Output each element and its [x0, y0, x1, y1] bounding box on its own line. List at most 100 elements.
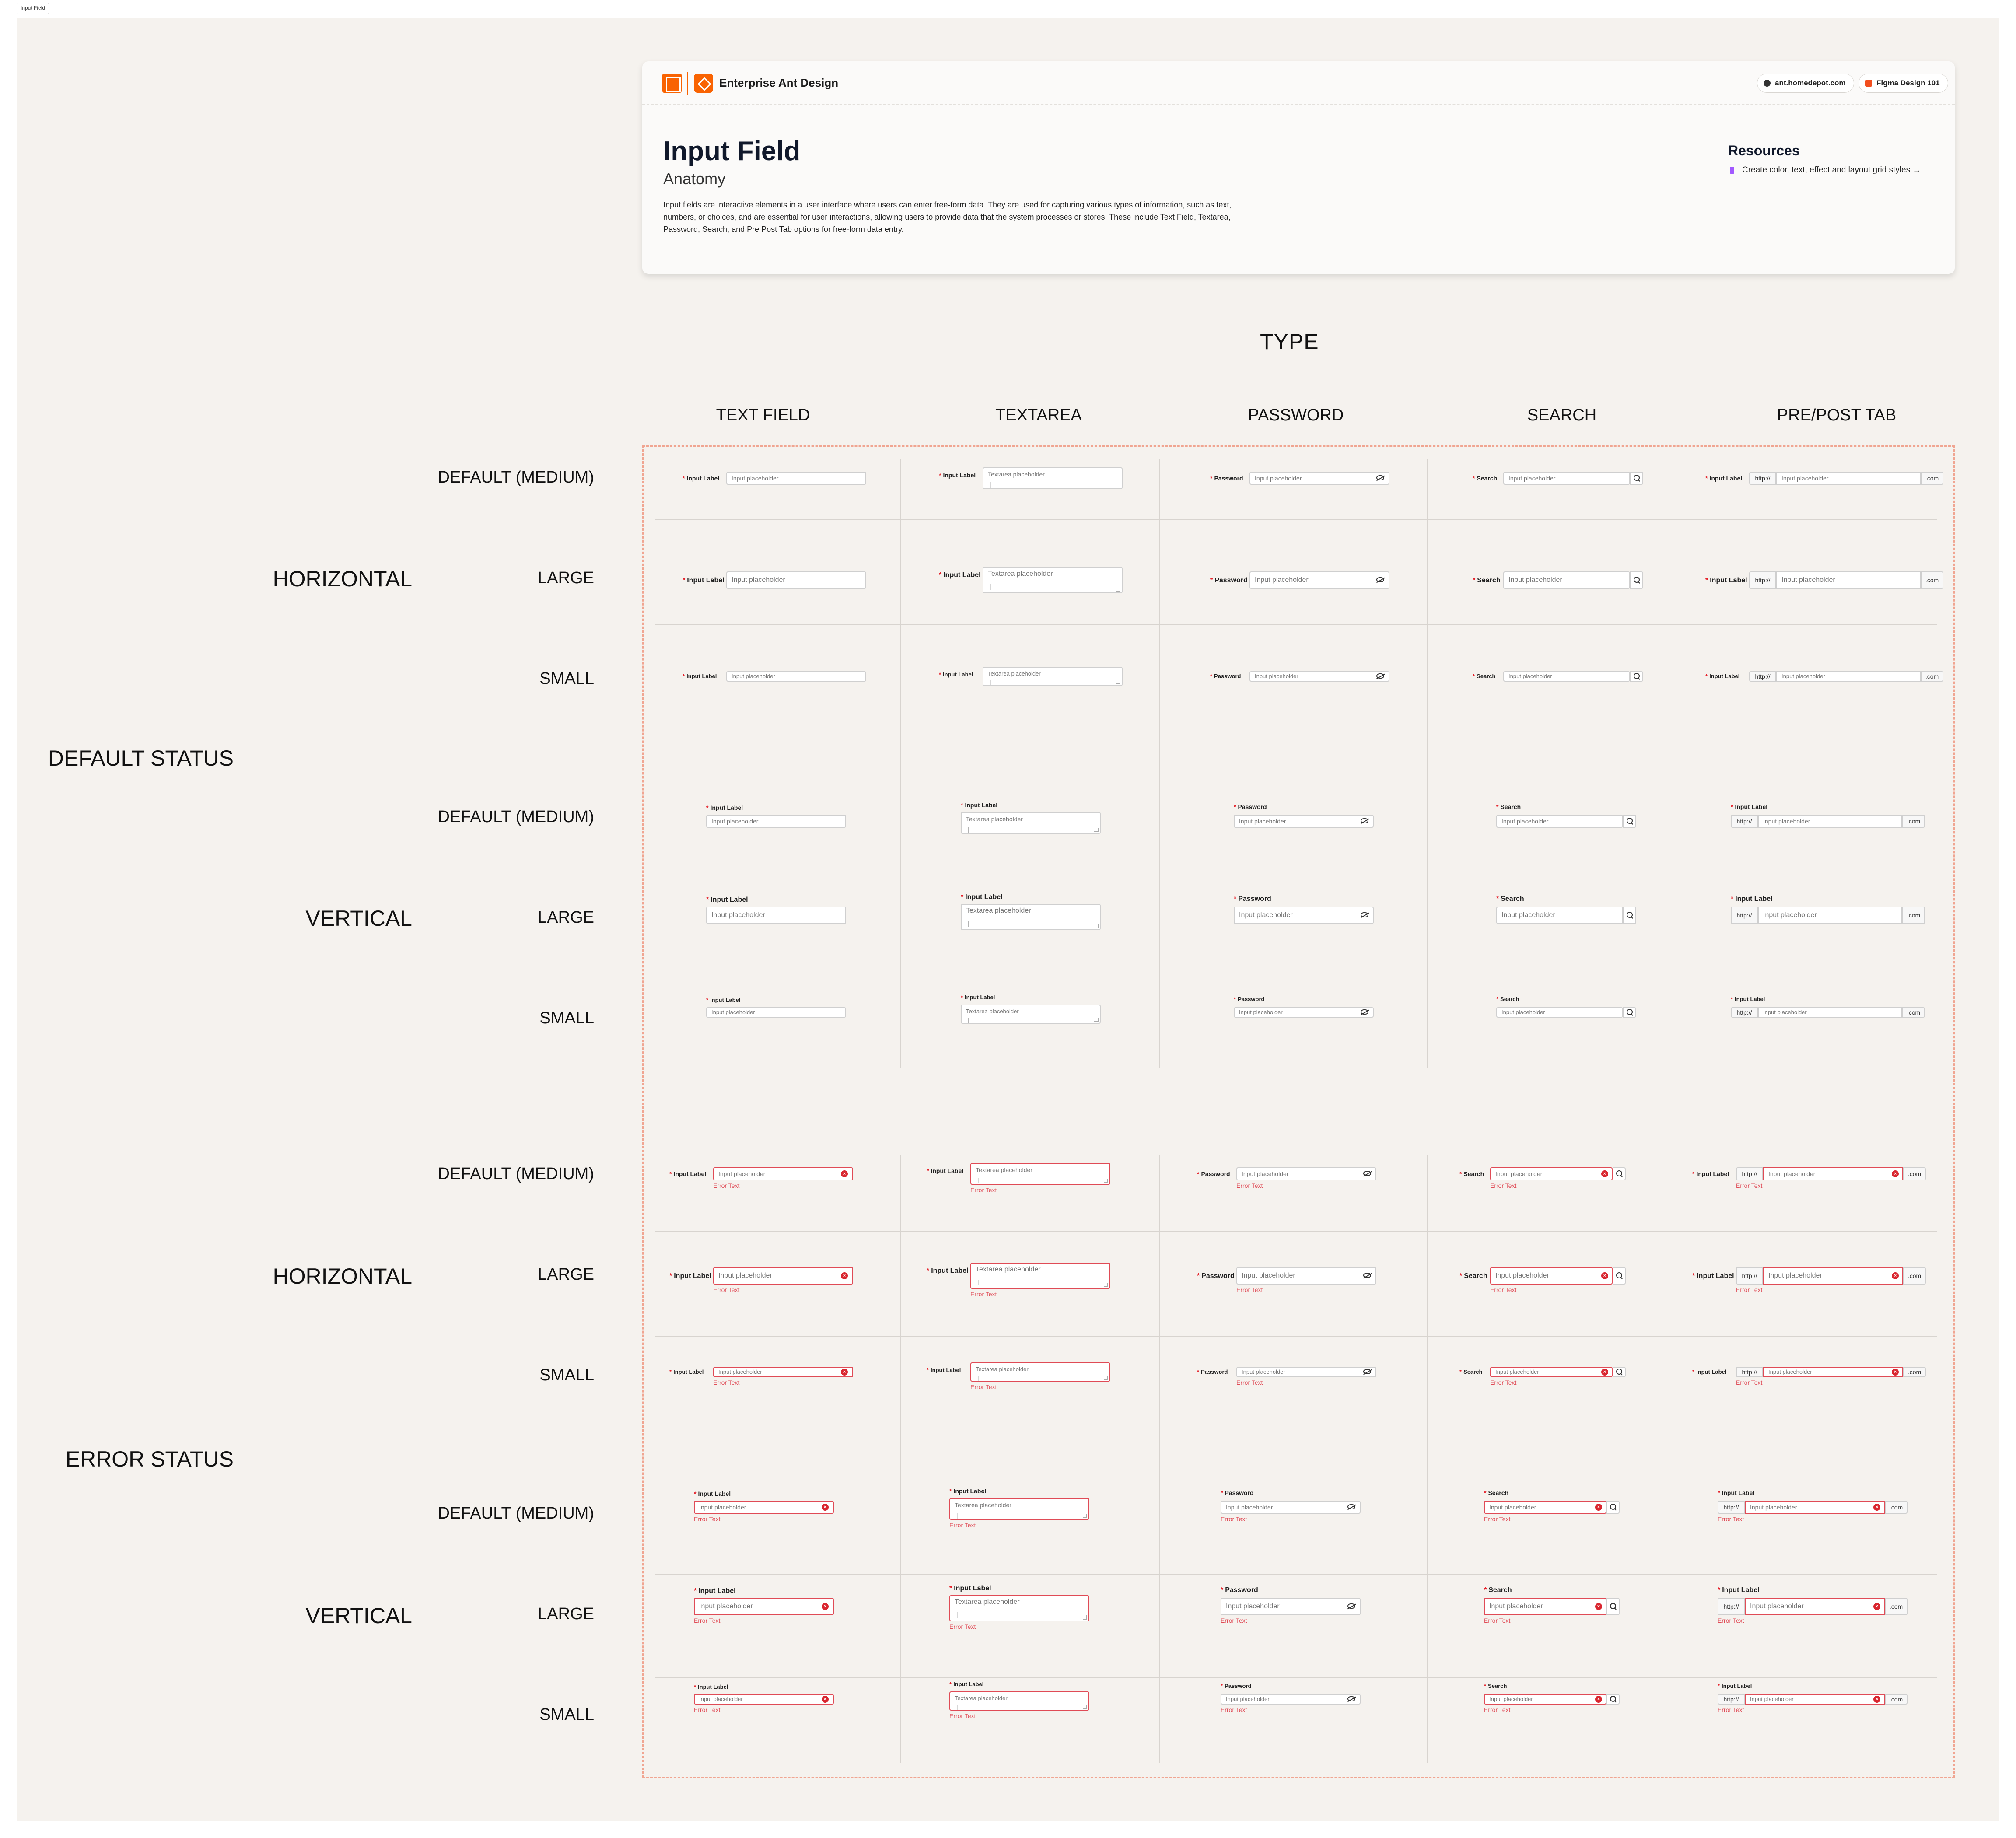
input-field[interactable]: Input placeholder [1745, 1694, 1885, 1705]
search-icon[interactable] [1613, 1367, 1626, 1377]
search-icon[interactable] [1613, 1267, 1626, 1285]
clear-icon[interactable]: × [1595, 1696, 1602, 1703]
input-field[interactable]: Input placeholder [1250, 472, 1390, 485]
input-field[interactable]: Input placeholder [713, 1267, 853, 1285]
resize-handle-icon[interactable] [1094, 924, 1099, 928]
clear-icon[interactable]: × [1892, 1272, 1899, 1279]
input-field[interactable]: Textarea placeholder | [949, 1595, 1089, 1621]
resize-handle-icon[interactable] [1116, 483, 1120, 487]
input-field[interactable]: Input placeholder [1503, 671, 1630, 682]
eye-invisible-icon[interactable] [1361, 818, 1368, 823]
input-field[interactable]: Textarea placeholder | [970, 1362, 1110, 1382]
eye-invisible-icon[interactable] [1361, 1009, 1368, 1015]
input-field[interactable]: Input placeholder [726, 671, 866, 682]
input-field[interactable]: Textarea placeholder | [983, 667, 1123, 686]
search-icon[interactable] [1630, 671, 1643, 682]
input-field[interactable]: Input placeholder [713, 1167, 853, 1180]
resize-handle-icon[interactable] [1116, 680, 1120, 684]
clear-icon[interactable]: × [1873, 1504, 1880, 1511]
input-field[interactable]: Input placeholder [1236, 1267, 1376, 1285]
clear-icon[interactable]: × [1601, 1272, 1608, 1279]
clear-icon[interactable]: × [841, 1272, 848, 1279]
input-field[interactable]: Input placeholder [1776, 571, 1921, 589]
input-field[interactable]: Textarea placeholder | [970, 1163, 1110, 1185]
input-field[interactable]: Input placeholder [1490, 1167, 1613, 1180]
clear-icon[interactable]: × [841, 1170, 848, 1177]
input-field[interactable]: Input placeholder [1763, 1267, 1903, 1285]
clear-icon[interactable]: × [841, 1369, 848, 1376]
clear-icon[interactable]: × [1873, 1603, 1880, 1610]
eye-invisible-icon[interactable] [1363, 1273, 1371, 1278]
input-field[interactable]: Input placeholder [1234, 1007, 1374, 1018]
input-field[interactable]: Input placeholder [1496, 815, 1623, 828]
input-field[interactable]: Input placeholder [1490, 1267, 1613, 1285]
clear-icon[interactable]: × [822, 1504, 829, 1511]
input-field[interactable]: Input placeholder [1496, 907, 1623, 924]
clear-icon[interactable]: × [1595, 1504, 1602, 1511]
input-field[interactable]: Input placeholder [1490, 1367, 1613, 1377]
search-icon[interactable] [1606, 1694, 1620, 1705]
input-field[interactable]: Textarea placeholder | [949, 1498, 1089, 1520]
input-field[interactable]: Input placeholder [1745, 1501, 1885, 1514]
clear-icon[interactable]: × [1601, 1369, 1608, 1376]
clear-icon[interactable]: × [1892, 1369, 1899, 1376]
clear-icon[interactable]: × [822, 1696, 829, 1703]
input-field[interactable]: Input placeholder [694, 1694, 834, 1705]
resize-handle-icon[interactable] [1083, 1705, 1087, 1709]
input-field[interactable]: Textarea placeholder | [961, 904, 1101, 930]
eye-invisible-icon[interactable] [1361, 912, 1368, 917]
eye-invisible-icon[interactable] [1348, 1603, 1355, 1609]
resize-handle-icon[interactable] [1083, 1615, 1087, 1620]
input-field[interactable]: Input placeholder [1763, 1367, 1903, 1377]
eye-invisible-icon[interactable] [1348, 1696, 1355, 1701]
input-field[interactable]: Input placeholder [726, 571, 866, 589]
input-field[interactable]: Textarea placeholder | [983, 567, 1123, 593]
input-field[interactable]: Input placeholder [1745, 1598, 1885, 1615]
input-field[interactable]: Input placeholder [706, 907, 846, 924]
input-field[interactable]: Input placeholder [1484, 1501, 1606, 1514]
input-field[interactable]: Input placeholder [1484, 1598, 1606, 1615]
resize-handle-icon[interactable] [1104, 1179, 1108, 1183]
search-icon[interactable] [1623, 815, 1636, 828]
input-field[interactable]: Input placeholder [1758, 1007, 1902, 1018]
input-field[interactable]: Textarea placeholder | [983, 467, 1123, 489]
eye-invisible-icon[interactable] [1363, 1369, 1371, 1374]
input-field[interactable]: Input placeholder [1236, 1367, 1376, 1377]
resize-handle-icon[interactable] [1083, 1514, 1087, 1518]
input-field[interactable]: Textarea placeholder | [961, 812, 1101, 834]
resize-handle-icon[interactable] [1116, 587, 1120, 592]
input-field[interactable]: Input placeholder [1776, 671, 1921, 682]
input-field[interactable]: Input placeholder [1503, 472, 1630, 485]
resources-link[interactable]: Create color, text, effect and layout gr… [1730, 165, 1921, 175]
input-field[interactable]: Input placeholder [1503, 571, 1630, 589]
input-field[interactable]: Input placeholder [694, 1501, 834, 1514]
input-field[interactable]: Input placeholder [1234, 907, 1374, 924]
search-icon[interactable] [1606, 1598, 1620, 1615]
eye-invisible-icon[interactable] [1348, 1504, 1355, 1509]
input-field[interactable]: Input placeholder [1250, 571, 1390, 589]
input-field[interactable]: Input placeholder [706, 815, 846, 828]
input-field[interactable]: Input placeholder [1496, 1007, 1623, 1018]
search-icon[interactable] [1606, 1501, 1620, 1514]
clear-icon[interactable]: × [1601, 1170, 1608, 1177]
search-icon[interactable] [1613, 1167, 1626, 1180]
input-field[interactable]: Input placeholder [1776, 472, 1921, 485]
input-field[interactable]: Textarea placeholder | [961, 1005, 1101, 1024]
search-icon[interactable] [1630, 472, 1643, 485]
resize-handle-icon[interactable] [1094, 1018, 1099, 1022]
figma-design-link[interactable]: Figma Design 101 [1858, 74, 1948, 93]
input-field[interactable]: Input placeholder [706, 1007, 846, 1018]
input-field[interactable]: Input placeholder [1758, 907, 1902, 924]
eye-invisible-icon[interactable] [1376, 475, 1384, 480]
eye-invisible-icon[interactable] [1376, 673, 1384, 679]
clear-icon[interactable]: × [1892, 1170, 1899, 1177]
clear-icon[interactable]: × [822, 1603, 829, 1610]
input-field[interactable]: Textarea placeholder | [949, 1691, 1089, 1711]
resize-handle-icon[interactable] [1104, 1376, 1108, 1380]
input-field[interactable]: Input placeholder [1221, 1501, 1361, 1514]
input-field[interactable]: Input placeholder [1221, 1598, 1361, 1615]
search-icon[interactable] [1623, 1007, 1636, 1018]
frame-tag[interactable]: Input Field [17, 3, 49, 14]
ant-homedepot-link[interactable]: ant.homedepot.com [1757, 74, 1854, 93]
input-field[interactable]: Input placeholder [1758, 815, 1902, 828]
